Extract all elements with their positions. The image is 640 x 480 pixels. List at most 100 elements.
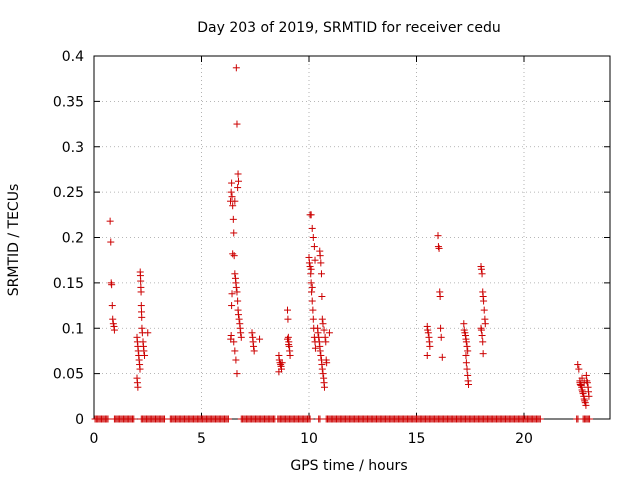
data-point [318, 365, 326, 373]
data-point [314, 329, 322, 337]
data-point [320, 326, 328, 334]
data-point [233, 370, 241, 378]
data-point [310, 243, 318, 251]
data-point [578, 388, 586, 396]
data-point [434, 243, 442, 251]
data-point [107, 238, 115, 246]
baseline-point [316, 415, 324, 423]
data-point [463, 365, 471, 373]
data-point [580, 379, 588, 387]
data-point [321, 333, 329, 341]
data-point [285, 341, 293, 349]
data-point [481, 320, 489, 328]
data-point [307, 265, 315, 273]
data-point [227, 188, 235, 196]
data-point [478, 270, 486, 278]
plot-area-border [93, 55, 611, 420]
data-point [318, 315, 326, 323]
data-point [316, 347, 324, 355]
data-point [234, 170, 242, 178]
data-point [228, 302, 236, 310]
data-point [308, 288, 316, 296]
data-point [256, 335, 264, 343]
data-point [437, 324, 445, 332]
data-point [424, 329, 432, 337]
data-point [234, 177, 242, 185]
baseline-point [586, 415, 594, 423]
data-point [574, 361, 582, 369]
data-point [309, 315, 317, 323]
x-axis-label: GPS time / hours [290, 458, 407, 474]
data-point [229, 202, 237, 210]
data-point [230, 229, 238, 237]
data-point [460, 320, 468, 328]
data-point [585, 392, 593, 400]
data-point [237, 333, 245, 341]
y-axis-label: SRMTID / TECUs [6, 184, 22, 297]
data-point [234, 311, 242, 319]
zero-baseline-points [91, 415, 594, 423]
x-tick-label: 5 [197, 431, 206, 447]
data-point [286, 351, 294, 359]
data-point [320, 383, 328, 391]
data-point [228, 179, 236, 187]
data-point [480, 297, 488, 305]
data-point [137, 302, 145, 310]
data-point [311, 256, 319, 264]
data-point [228, 290, 236, 298]
data-point [108, 281, 116, 289]
data-point [317, 270, 325, 278]
data-point [478, 332, 486, 340]
data-point [136, 365, 144, 373]
baseline-point [536, 415, 544, 423]
data-point [316, 252, 324, 260]
data-point [434, 232, 442, 240]
data-point [462, 351, 470, 359]
y-tick-label: 0.3 [62, 140, 84, 156]
data-point [319, 320, 327, 328]
data-point [323, 359, 331, 367]
data-point [465, 381, 473, 389]
data-point [575, 365, 583, 373]
baseline-point [306, 415, 314, 423]
data-point [232, 64, 240, 72]
baseline-point [224, 415, 232, 423]
data-point [477, 326, 485, 334]
data-point [317, 259, 325, 267]
data-point [438, 353, 446, 361]
data-point [134, 383, 142, 391]
data-point [250, 342, 258, 350]
y-tick-label: 0 [75, 412, 84, 428]
data-points [106, 64, 593, 409]
data-point [311, 344, 319, 352]
grid-lines [94, 56, 610, 419]
data-point [231, 347, 239, 355]
data-point [232, 283, 240, 291]
data-point [477, 265, 485, 273]
data-point [318, 292, 326, 300]
data-point [237, 329, 245, 337]
data-point [137, 277, 145, 285]
axis-ticks [93, 55, 610, 420]
data-point [309, 306, 317, 314]
data-point [231, 197, 239, 205]
data-point [233, 288, 241, 296]
data-point [463, 342, 471, 350]
data-point [230, 252, 238, 260]
data-point [309, 234, 317, 241]
data-point [307, 279, 315, 287]
data-point [275, 368, 283, 376]
data-point [106, 217, 114, 225]
data-point [233, 120, 241, 128]
data-point [325, 329, 333, 337]
data-point [284, 315, 292, 323]
data-point [141, 351, 149, 359]
y-tick-label: 0.05 [53, 367, 84, 383]
data-point [436, 292, 444, 300]
y-tick-label: 0.2 [62, 231, 84, 247]
data-point [229, 215, 237, 223]
data-point [582, 401, 590, 409]
y-tick-label: 0.4 [62, 49, 84, 65]
data-point [581, 397, 589, 405]
